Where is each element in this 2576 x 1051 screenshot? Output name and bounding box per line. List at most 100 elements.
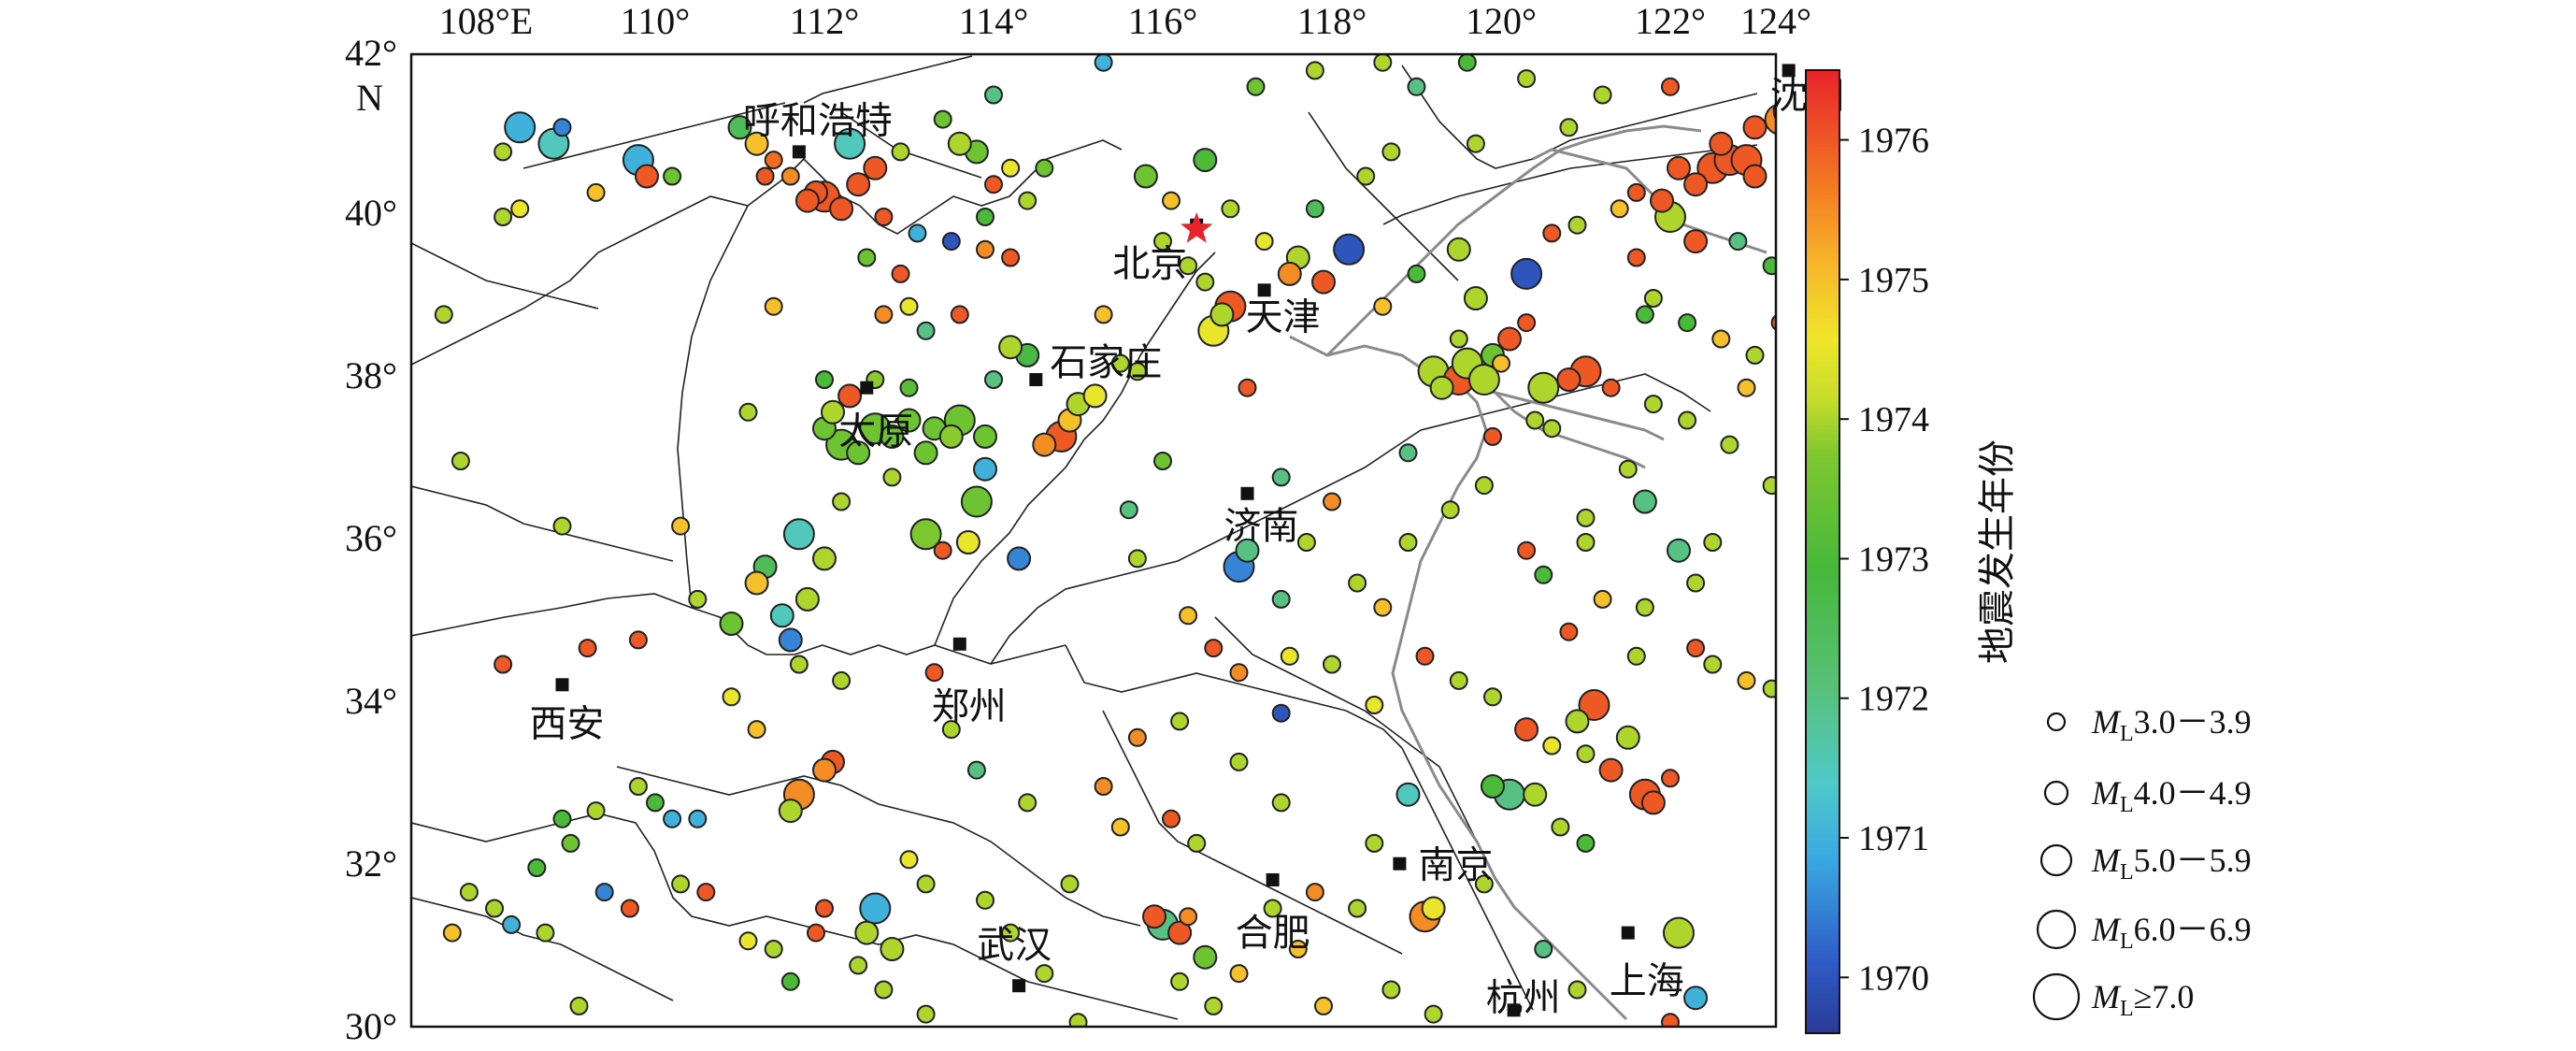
earthquake-marker <box>1626 646 1646 666</box>
earthquake-marker <box>1683 986 1709 1011</box>
earthquake-marker <box>1238 378 1257 397</box>
earthquake-marker <box>891 264 910 283</box>
earthquake-marker <box>1556 367 1581 392</box>
earthquake-marker <box>1271 468 1291 487</box>
earthquake-marker <box>1333 233 1366 266</box>
earthquake-marker <box>1032 432 1057 457</box>
y-axis-n-label: N <box>356 77 383 119</box>
earthquake-marker <box>1314 996 1333 1015</box>
y-tick-label: 32° <box>345 842 397 885</box>
earthquake-marker <box>1466 134 1485 153</box>
earthquake-marker <box>874 208 894 226</box>
earthquake-marker <box>1235 538 1260 563</box>
earthquake-marker <box>434 305 453 324</box>
earthquake-marker <box>1551 817 1570 837</box>
y-axis-ticks: 42° N 40° 38° 36° 34° 32° 30° <box>345 32 397 1047</box>
earthquake-marker <box>747 720 766 740</box>
earthquake-marker <box>764 940 783 958</box>
earthquake-marker <box>1035 964 1054 984</box>
earthquake-marker <box>1534 940 1553 958</box>
x-tick-label: 120° <box>1466 0 1537 42</box>
earthquake-marker <box>1678 313 1697 333</box>
earthquake-marker <box>1305 199 1324 219</box>
earthquake-marker <box>561 833 580 853</box>
earthquake-marker <box>1179 256 1198 276</box>
x-tick-label: 124° <box>1740 0 1811 42</box>
colorbar-tick-label: 1972 <box>1858 680 1929 719</box>
earthquake-marker <box>1517 313 1537 333</box>
earthquake-marker <box>1762 476 1776 496</box>
earthquake-marker <box>1720 435 1739 454</box>
epicenter-star-icon <box>1181 212 1213 243</box>
earthquake-marker <box>1311 269 1336 295</box>
y-tick-label: 36° <box>345 517 397 559</box>
x-axis-ticks: 108°E 110° 112° 114° 116° 118° 120° 122°… <box>439 0 1811 42</box>
earthquake-marker <box>1280 646 1299 666</box>
earthquake-marker <box>780 166 800 186</box>
colorbar-tick-label: 1973 <box>1858 540 1929 580</box>
earthquake-marker <box>1449 670 1468 690</box>
earthquake-marker <box>671 516 691 536</box>
earthquake-marker <box>863 155 888 180</box>
city-marker-icon <box>1257 283 1271 297</box>
earthquake-marker <box>1542 223 1562 243</box>
earthquake-marker <box>834 127 866 160</box>
earthquake-marker <box>1179 606 1198 626</box>
earthquake-marker <box>1742 164 1767 189</box>
earthquake-marker <box>1424 1004 1443 1024</box>
earthquake-marker <box>899 850 919 870</box>
earthquake-marker <box>1407 77 1426 96</box>
earthquake-marker <box>722 687 741 707</box>
earthquake-marker <box>780 972 800 991</box>
earthquake-marker <box>899 296 919 316</box>
earthquake-marker <box>719 612 744 636</box>
earthquake-marker <box>1683 172 1709 197</box>
earthquake-marker <box>1626 248 1646 267</box>
colorbar-tick-label: 1971 <box>1858 819 1929 858</box>
earthquake-marker <box>859 892 892 925</box>
earthquake-marker <box>1127 549 1147 569</box>
earthquake-marker <box>527 858 547 877</box>
earthquake-marker <box>1018 793 1038 813</box>
earthquake-marker <box>1683 229 1709 254</box>
earthquake-marker <box>1082 383 1108 409</box>
x-tick-label: 112° <box>790 0 860 42</box>
earthquake-marker <box>1415 646 1435 666</box>
earthquake-marker <box>807 923 825 943</box>
earthquake-marker <box>1576 833 1596 853</box>
earthquake-marker <box>899 378 919 397</box>
earthquake-marker <box>552 516 572 536</box>
earthquake-marker <box>738 931 758 951</box>
earthquake-marker <box>635 164 659 189</box>
earthquake-marker <box>794 586 820 612</box>
earthquake-marker <box>874 305 894 324</box>
earthquake-marker <box>1127 727 1147 747</box>
earthquake-marker <box>1728 232 1748 252</box>
earthquake-marker <box>1615 725 1640 750</box>
earthquake-marker <box>1667 155 1691 180</box>
earthquake-marker <box>1576 744 1596 764</box>
earthquake-marker <box>727 115 752 140</box>
earthquake-marker <box>1593 85 1612 105</box>
earthquake-marker <box>688 589 708 609</box>
earthquake-marker <box>1305 61 1324 80</box>
earthquake-marker <box>1449 329 1468 349</box>
earthquake-marker <box>628 630 648 650</box>
earthquake-marker <box>1398 443 1418 463</box>
earthquake-marker <box>832 492 852 511</box>
earthquake-marker <box>916 1004 936 1024</box>
earthquake-marker <box>1559 622 1579 641</box>
earthquake-marker <box>1204 639 1224 658</box>
city-marker-icon <box>1012 979 1026 993</box>
map-frame <box>409 52 1778 1029</box>
earthquake-marker <box>1737 670 1756 690</box>
earthquake-marker <box>1770 314 1776 331</box>
earthquake-marker <box>494 142 513 162</box>
earthquake-marker <box>1686 573 1706 593</box>
earthquake-marker <box>874 980 894 1000</box>
earthquake-marker <box>1133 164 1158 189</box>
earthquake-marker <box>1323 492 1341 511</box>
x-tick-label: 122° <box>1635 0 1706 42</box>
city-label: 石家庄 <box>1050 341 1162 384</box>
earthquake-marker <box>1035 158 1054 178</box>
